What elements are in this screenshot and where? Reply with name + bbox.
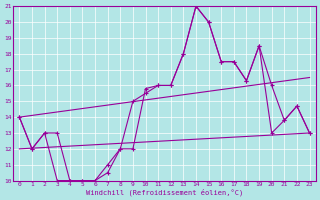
X-axis label: Windchill (Refroidissement éolien,°C): Windchill (Refroidissement éolien,°C) xyxy=(86,188,243,196)
